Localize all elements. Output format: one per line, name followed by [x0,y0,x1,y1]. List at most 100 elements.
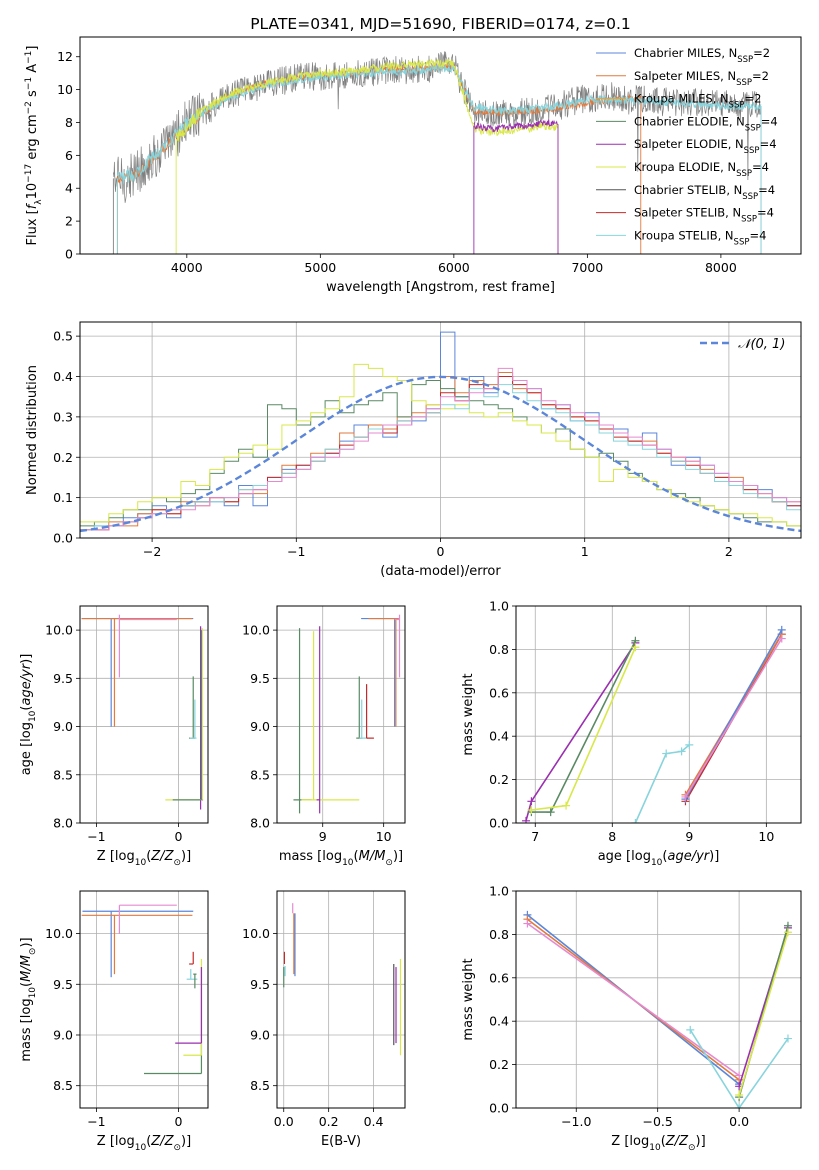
massweight_vs_age-data [522,625,786,823]
legend-entry: Salpeter STELIB, NSSP=4 [634,206,774,225]
label-part: ⊙ [385,858,393,868]
axes-frame [515,890,802,1109]
legend-label: Kroupa MILES, N [634,92,729,106]
y-tick-label: 8.5 [250,767,270,782]
label-part: erg cm [25,114,40,163]
y-tick-label: 10.0 [242,926,270,941]
label-part: Flux [ [25,209,40,245]
label-part: log [115,849,135,864]
residuals-data [80,331,801,533]
label-part: age [ [19,742,34,775]
legend-sub: SSP [734,237,750,247]
mass-weight-series-line [525,642,637,822]
label-part: ] [25,46,40,51]
y-tick-label: 10.0 [45,623,73,638]
label-part: mass [ [19,1018,34,1061]
mass_vs_Z-data [81,904,203,1075]
mass-weight-series-line [689,1029,789,1108]
y-tick-label: 8.0 [53,816,73,831]
series-marker [735,1090,744,1099]
legend-label: Kroupa STELIB, N [634,228,734,242]
y-tick-label: 0.0 [489,1101,509,1116]
label-part: 10 [28,710,38,722]
x-tick-label: 0.0 [274,1114,294,1129]
series-marker [735,1104,744,1108]
y-axis-label: Normed distribution [25,365,40,495]
x-tick-label: −1.0 [561,1114,591,1129]
label-part: 10 [649,1143,661,1153]
x-tick-label: 9 [319,829,327,844]
y-tick-label: 0.4 [489,1014,509,1029]
label-part: 10 [25,183,40,200]
label-part: 10 [342,858,354,868]
y-tick-label: 0.4 [53,369,73,384]
label-part: λ [34,199,44,205]
axes-frame [79,890,209,1109]
series-marker [677,747,686,756]
x-tick-label: 7000 [571,260,603,275]
label-part: ( [662,849,667,864]
x-tick-label: 0.4 [364,1114,384,1129]
label-part: Z [ [97,1134,115,1149]
axes-frame [276,890,406,1109]
label-part: log [19,998,34,1018]
spectrum-series-line [473,119,558,133]
label-part: ( [146,849,151,864]
age_vs_mass-data [293,614,401,814]
x-tick-label: 6000 [438,260,470,275]
x-tick-label: −1 [287,544,305,559]
label-part: M/M [19,955,34,982]
spectrum-panel: 4000 5000 6000 7000 8000 0 2 4 6 8 10 12 wavelength … [24,15,802,295]
series-marker [527,797,536,806]
x-tick-label: 0.0 [729,1114,749,1129]
legend-sub: SSP [741,215,757,225]
x-axis-label: age [log10(age/yr)] [598,849,720,868]
label-part: A [25,64,40,77]
label-part: log [322,849,342,864]
series-marker [523,919,532,928]
y-tick-label: 0.3 [53,409,73,424]
y-tick-label: 0 [65,247,73,262]
legend-sub: SSP [744,146,760,156]
legend-label: Salpeter MILES, N [634,69,736,83]
label-part: age [ [598,849,631,864]
legend-entry: Chabrier ELODIE, NSSP=4 [634,114,778,133]
label-part: 10 [28,987,38,999]
x-tick-label: 0 [174,1114,182,1129]
label-part: log [19,722,34,742]
label-part: )] [709,849,719,864]
axes-frame [276,605,406,824]
label-part: 10 [135,1143,147,1153]
y-tick-label: 10.0 [45,926,73,941]
legend-sub: SSP [736,169,752,179]
series-marker [783,928,792,937]
label-part: −2 [24,101,34,114]
mass_vs_ebv-data [283,903,402,1056]
series-marker [631,643,640,652]
y-tick-label: 0.2 [489,772,509,787]
mass-weight-series-line [526,922,740,1077]
x-tick-label: 9 [685,829,693,844]
label-part: −17 [24,164,34,183]
y-tick-label: 0.6 [489,970,509,985]
x-tick-label: 0 [174,829,182,844]
label-part: ( [19,706,34,711]
label-part: ⊙ [173,858,181,868]
y-tick-label: 8.0 [250,816,270,831]
y-tick-label: 0.8 [489,927,509,942]
legend-entry: Salpeter ELODIE, NSSP=4 [634,137,777,156]
legend-entry: Chabrier MILES, NSSP=2 [634,46,770,65]
legend-label: Salpeter STELIB, N [634,206,741,220]
series-marker [631,819,640,823]
series-marker [527,805,536,814]
y-tick-label: 9.0 [53,719,73,734]
y-tick-label: 8.5 [53,767,73,782]
legend-entry: Kroupa STELIB, NSSP=4 [634,228,766,247]
label-part: ⊙ [28,948,38,956]
label-part: age/yr [19,662,34,705]
massweight_vs_Z-data [523,910,792,1108]
y-tick-label: 1.0 [489,599,509,614]
